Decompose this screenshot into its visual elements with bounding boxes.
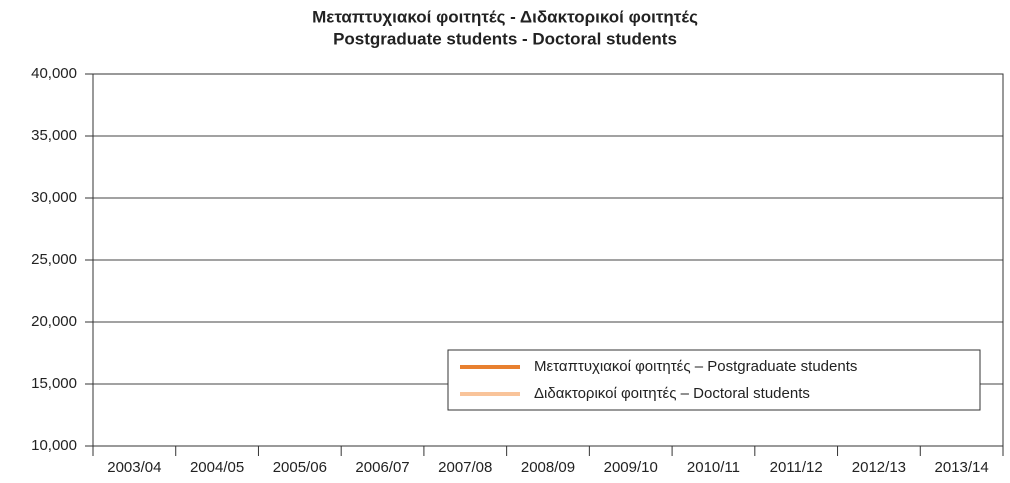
y-tick-label: 10,000 bbox=[31, 437, 77, 454]
legend-box bbox=[447, 349, 981, 411]
x-tick-label: 2011/12 bbox=[770, 459, 823, 476]
x-tick-label: 2009/10 bbox=[604, 459, 658, 476]
y-tick-label: 25,000 bbox=[31, 251, 77, 268]
x-tick-label: 2005/06 bbox=[273, 459, 327, 476]
x-tick-label: 2010/11 bbox=[687, 459, 740, 476]
y-tick-label: 20,000 bbox=[31, 313, 77, 330]
x-tick-label: 2008/09 bbox=[521, 459, 575, 476]
x-tick-label: 2003/04 bbox=[107, 459, 161, 476]
x-tick-label: 2004/05 bbox=[190, 459, 244, 476]
x-tick-label: 2012/13 bbox=[852, 459, 906, 476]
x-tick-label: 2007/08 bbox=[438, 459, 492, 476]
x-tick-label: 2006/07 bbox=[355, 459, 409, 476]
y-tick-label: 35,000 bbox=[31, 127, 77, 144]
legend: Μεταπτυχιακοί φοιτητές – Postgraduate st… bbox=[447, 349, 981, 411]
y-tick-label: 15,000 bbox=[31, 375, 77, 392]
y-tick-label: 40,000 bbox=[31, 65, 77, 82]
chart-subtitle: Postgraduate students - Doctoral student… bbox=[333, 29, 677, 48]
y-tick-label: 30,000 bbox=[31, 189, 77, 206]
legend-label: Διδακτορικοί φοιτητές – Doctoral student… bbox=[534, 385, 810, 402]
plot-frame bbox=[92, 73, 1004, 447]
legend-label: Μεταπτυχιακοί φοιτητές – Postgraduate st… bbox=[534, 358, 857, 375]
chart-title: Μεταπτυχιακοί φοιτητές - Διδακτορικοί φο… bbox=[312, 7, 698, 26]
x-tick-label: 2013/14 bbox=[935, 459, 989, 476]
